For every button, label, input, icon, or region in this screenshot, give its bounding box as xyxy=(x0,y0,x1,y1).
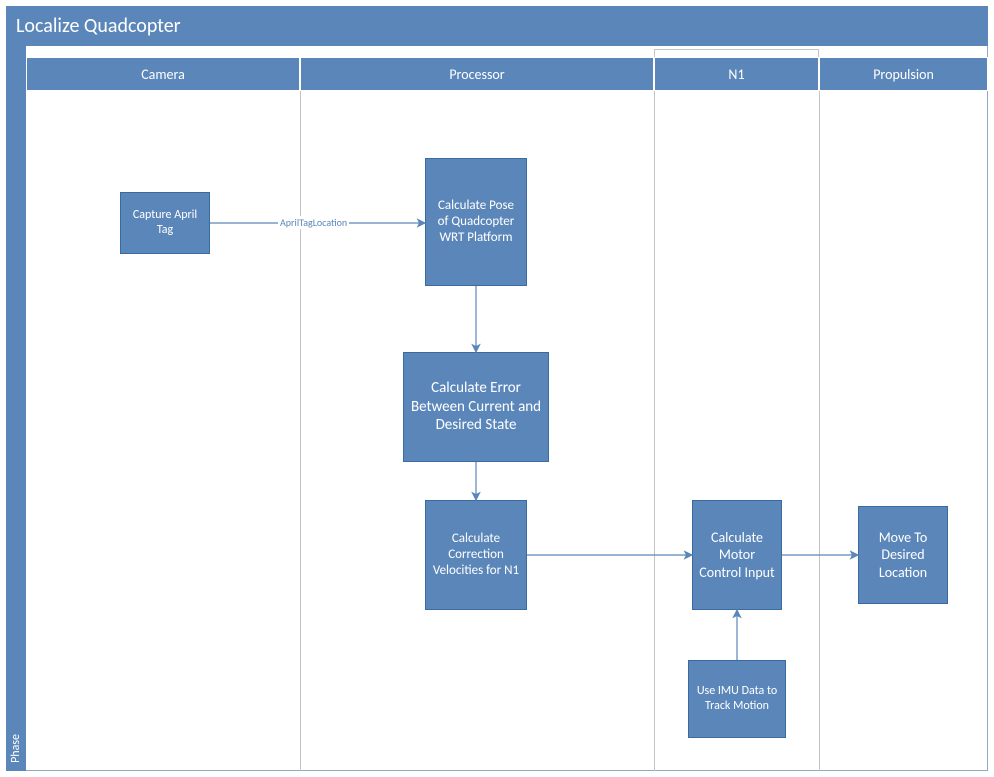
node-velocities: Calculate Correction Velocities for N1 xyxy=(425,500,527,610)
lane-header-camera: Camera xyxy=(26,57,300,91)
diagram-title: Localize Quadcopter xyxy=(16,14,181,38)
node-pose: Calculate Pose of Quadcopter WRT Platfor… xyxy=(425,158,527,286)
lane-header-n1: N1 xyxy=(654,57,819,91)
node-error: Calculate Error Between Current and Desi… xyxy=(403,352,549,462)
node-move: Move To Desired Location xyxy=(858,506,948,604)
node-capture: Capture April Tag xyxy=(120,192,210,254)
lane-divider-processor xyxy=(300,91,301,771)
node-imu: Use IMU Data to Track Motion xyxy=(688,660,786,738)
diagram-title-bar: Localize Quadcopter xyxy=(6,6,988,46)
phase-strip: Phase xyxy=(6,46,26,771)
lane-divider-propulsion xyxy=(819,91,820,771)
edge-label-capture-pose: AprilTagLocation xyxy=(278,216,349,229)
lane-divider-n1 xyxy=(654,91,655,771)
lane-header-processor: Processor xyxy=(300,57,654,91)
node-motor: Calculate Motor Control Input xyxy=(692,500,782,610)
phase-label: Phase xyxy=(9,734,23,763)
lane-tab-n1 xyxy=(654,49,819,57)
lane-header-propulsion: Propulsion xyxy=(819,57,988,91)
